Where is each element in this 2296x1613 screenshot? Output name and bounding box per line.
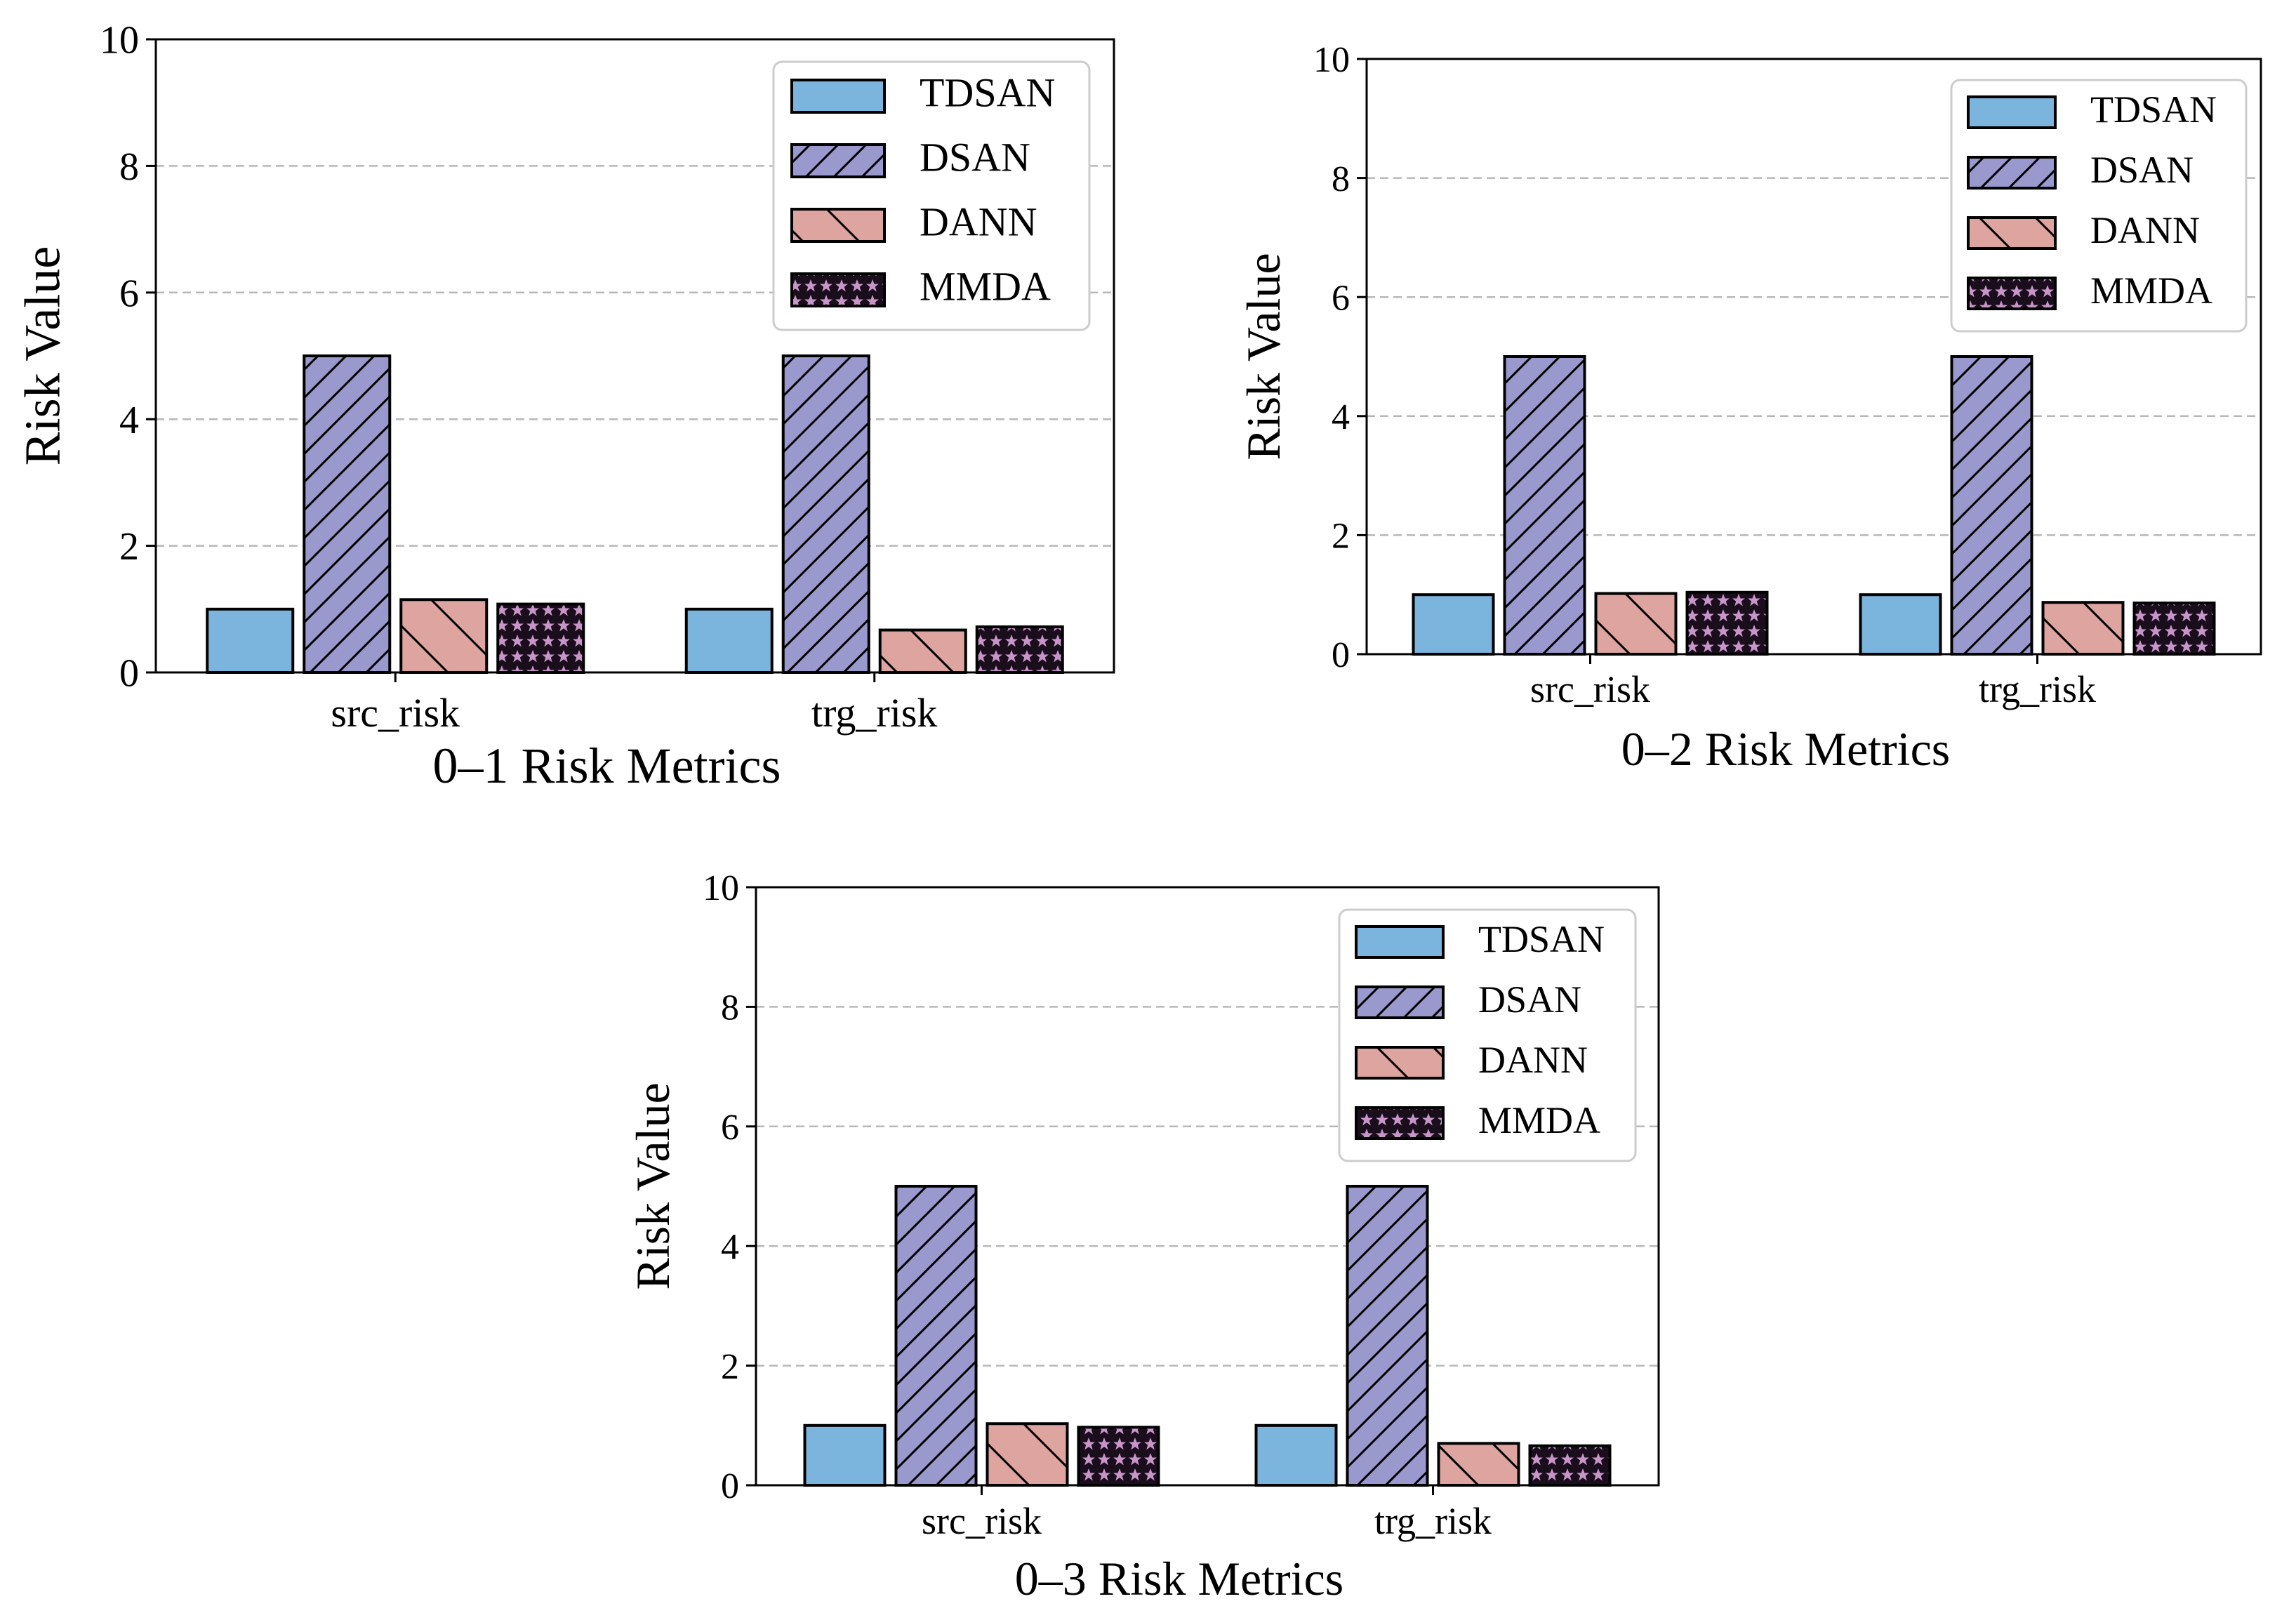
chart-0-3-risk-metrics: Risk Value 0–3 Risk Metrics 0 2 4 6 8 10 src_r…	[626, 868, 1660, 1605]
y-tick-label: 4	[119, 399, 139, 442]
y-tick-label: 4	[1332, 397, 1350, 437]
bar-mmda-trg-risk	[975, 625, 1064, 675]
legend-swatch-mmda	[1967, 277, 2057, 310]
y-tick-label: 10	[703, 868, 739, 908]
legend-swatch-dsan	[790, 143, 886, 178]
bar-mmda-src-risk	[1685, 590, 1769, 656]
y-axis-ticks: 0 2 4 6 8 10	[100, 19, 156, 696]
legend-swatch-dsan	[1355, 985, 1445, 1019]
legend-label-dann: DANN	[2090, 209, 2200, 251]
x-axis-label: 0–3 Risk Metrics	[1015, 1552, 1343, 1605]
legend-box	[1338, 908, 1637, 1162]
x-tick-label-trg-risk: trg_risk	[1374, 1500, 1492, 1542]
legend-swatch-dsan	[1967, 156, 2057, 190]
y-tick-label: 6	[119, 272, 139, 315]
bar-dann-src-risk	[399, 598, 489, 675]
y-tick-label: 4	[721, 1227, 739, 1267]
legend-label-tdsan: TDSAN	[1478, 918, 1605, 960]
legend-swatch-dann	[790, 208, 886, 243]
bar-mmda-src-risk	[496, 602, 585, 674]
legend-swatch-tdsan	[790, 79, 886, 114]
legend-swatch-dann	[1967, 216, 2057, 250]
legend-swatch-tdsan	[1967, 95, 2057, 129]
y-axis-ticks: 0 2 4 6 8 10	[1313, 40, 1367, 675]
legend-label-dsan: DSAN	[2090, 149, 2194, 191]
y-axis-label: Risk Value	[14, 246, 70, 466]
bar-dsan-src-risk	[303, 354, 392, 674]
bar-tdsan-trg-risk	[1254, 1423, 1338, 1487]
y-tick-label: 6	[721, 1108, 739, 1148]
y-tick-label: 8	[721, 988, 739, 1028]
bar-tdsan-src-risk	[206, 607, 295, 674]
legend: TDSAN DSAN DANN MMDA	[772, 60, 1091, 331]
x-tick-label-trg-risk: trg_risk	[811, 690, 937, 736]
legend-box	[1950, 79, 2248, 333]
bar-mmda-trg-risk	[1528, 1444, 1612, 1487]
bar-tdsan-src-risk	[1412, 593, 1495, 656]
bar-dsan-src-risk	[894, 1185, 978, 1487]
bar-tdsan-trg-risk	[1859, 593, 1942, 656]
x-tick-label-src-risk: src_risk	[1530, 668, 1650, 710]
legend-swatch-mmda	[1355, 1106, 1445, 1140]
legend-label-dsan: DSAN	[1478, 978, 1581, 1021]
legend-label-dsan: DSAN	[920, 135, 1030, 180]
legend-label-tdsan: TDSAN	[2090, 88, 2217, 131]
y-tick-label: 2	[119, 525, 139, 569]
legend-label-mmda: MMDA	[2090, 270, 2212, 312]
x-tick-label-src-risk: src_risk	[922, 1500, 1042, 1542]
legend-label-dann: DANN	[920, 199, 1037, 245]
bar-dann-trg-risk	[1437, 1442, 1520, 1487]
bar-dsan-trg-risk	[781, 354, 870, 674]
y-axis-ticks: 0 2 4 6 8 10	[703, 868, 756, 1506]
y-tick-label: 6	[1332, 278, 1350, 318]
x-tick-label-trg-risk: trg_risk	[1979, 668, 2096, 710]
bar-dsan-trg-risk	[1950, 355, 2033, 656]
bar-dsan-src-risk	[1503, 355, 1586, 656]
y-axis-label: Risk Value	[626, 1082, 679, 1289]
bar-tdsan-trg-risk	[684, 607, 774, 674]
y-tick-label: 10	[100, 19, 139, 62]
chart-0-1-risk-metrics: Risk Value 0–1 Risk Metrics 0 2 4 6 8 10 src_r…	[14, 19, 1115, 794]
legend-label-mmda: MMDA	[1478, 1099, 1600, 1141]
y-tick-label: 8	[119, 145, 139, 189]
legend-label-tdsan: TDSAN	[920, 70, 1055, 116]
plot-frame	[755, 886, 1660, 1487]
bar-dann-trg-risk	[878, 628, 967, 674]
legend-swatch-mmda	[790, 272, 886, 307]
legend-swatch-dann	[1355, 1046, 1445, 1080]
bar-dann-trg-risk	[2041, 601, 2125, 656]
x-axis-label: 0–1 Risk Metrics	[433, 738, 781, 794]
plot-frame	[154, 38, 1115, 674]
bar-dsan-trg-risk	[1346, 1185, 1429, 1487]
bar-tdsan-src-risk	[803, 1423, 887, 1487]
x-axis-label: 0–2 Risk Metrics	[1621, 722, 1950, 776]
legend-label-dann: DANN	[1478, 1039, 1588, 1081]
bars	[206, 354, 1064, 675]
legend-label-mmda: MMDA	[920, 264, 1051, 310]
x-tick-label-src-risk: src_risk	[331, 690, 460, 736]
legend: TDSAN DSAN DANN MMDA	[1950, 79, 2248, 333]
plot-frame	[1365, 58, 2262, 656]
y-tick-label: 10	[1313, 40, 1350, 80]
chart-0-2-risk-metrics: Risk Value 0–2 Risk Metrics 0 2 4 6 8 10 src_r…	[1237, 40, 2262, 776]
legend: TDSAN DSAN DANN MMDA	[1338, 908, 1637, 1162]
y-tick-label: 0	[721, 1466, 739, 1506]
y-tick-label: 2	[721, 1347, 739, 1387]
y-tick-label: 2	[1332, 517, 1350, 557]
bar-mmda-trg-risk	[2132, 602, 2216, 656]
bars	[803, 1185, 1612, 1487]
bars	[1412, 355, 2216, 656]
y-tick-label: 0	[119, 652, 139, 696]
bar-mmda-src-risk	[1077, 1426, 1160, 1487]
legend-box	[772, 60, 1091, 331]
y-axis-label: Risk Value	[1237, 253, 1290, 460]
bar-dann-src-risk	[986, 1422, 1069, 1487]
y-tick-label: 8	[1332, 159, 1350, 199]
legend-swatch-tdsan	[1355, 925, 1445, 959]
y-tick-label: 0	[1332, 635, 1350, 675]
bar-dann-src-risk	[1594, 592, 1678, 656]
